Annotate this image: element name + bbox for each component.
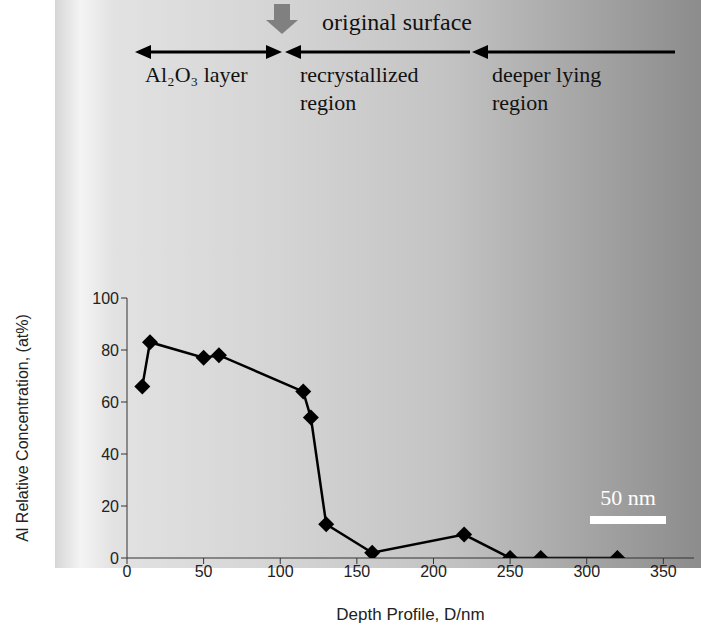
svg-text:Al₂O₃ layer: Al₂O₃ layer — [145, 62, 248, 87]
svg-text:350: 350 — [650, 563, 677, 580]
svg-text:20: 20 — [101, 498, 119, 515]
svg-text:Al Relative Concentration, (at: Al Relative Concentration, (at%) — [14, 314, 31, 542]
svg-text:40: 40 — [101, 446, 119, 463]
svg-text:50: 50 — [195, 563, 213, 580]
svg-text:80: 80 — [101, 342, 119, 359]
svg-text:0: 0 — [123, 563, 132, 580]
svg-text:100: 100 — [267, 563, 294, 580]
svg-text:original surface: original surface — [322, 9, 472, 35]
svg-text:0: 0 — [110, 550, 119, 567]
svg-text:50 nm: 50 nm — [600, 485, 656, 510]
svg-text:recrystallized: recrystallized — [300, 62, 419, 87]
svg-text:100: 100 — [92, 290, 119, 307]
svg-text:60: 60 — [101, 394, 119, 411]
svg-text:region: region — [300, 90, 356, 115]
svg-text:300: 300 — [573, 563, 600, 580]
svg-text:Depth Profile, D/nm: Depth Profile, D/nm — [336, 605, 484, 624]
svg-text:deeper lying: deeper lying — [492, 62, 601, 87]
svg-text:250: 250 — [497, 563, 524, 580]
svg-text:200: 200 — [420, 563, 447, 580]
svg-text:150: 150 — [344, 563, 371, 580]
svg-text:region: region — [492, 90, 548, 115]
